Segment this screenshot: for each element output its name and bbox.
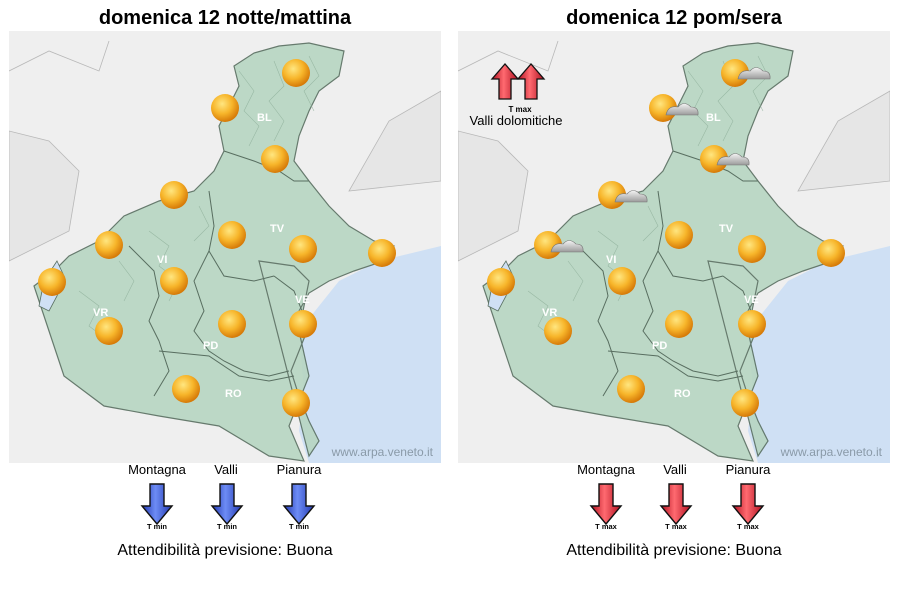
sun-icon: [261, 145, 289, 173]
zone-label-pianura: Pianura: [276, 462, 322, 477]
province-label-vr: VR: [93, 307, 108, 319]
province-label-tv: TV: [719, 223, 734, 235]
sun-icon: [218, 310, 246, 338]
svg-text:T max: T max: [595, 522, 618, 530]
source-credit: www.arpa.veneto.it: [331, 445, 433, 459]
sun-icon: [608, 267, 636, 295]
sun-cloud-icon: [598, 181, 648, 209]
province-label-ve: VE: [744, 294, 759, 306]
sun-cloud-icon: [534, 231, 584, 259]
sun-icon: [731, 389, 759, 417]
down-arrow-icon: T max: [659, 483, 693, 530]
veneto-map: BL TV VI VE VR PD RO T max Valli dolomit…: [458, 31, 890, 463]
province-label-pd: PD: [652, 340, 667, 352]
sun-icon: [282, 59, 310, 87]
sun-icon: [665, 221, 693, 249]
province-label-ro: RO: [674, 388, 691, 400]
down-arrow-icon: T max: [589, 483, 623, 530]
down-arrow-icon: T min: [140, 483, 174, 530]
sun-cloud-icon: [721, 59, 771, 87]
sun-icon: [738, 235, 766, 263]
province-label-vi: VI: [157, 254, 167, 266]
sun-icon: [160, 181, 188, 209]
province-label-bl: BL: [257, 112, 272, 124]
panel-title: domenica 12 pom/sera: [566, 7, 782, 29]
svg-text:T min: T min: [217, 522, 237, 530]
sun-cloud-icon: [649, 94, 699, 122]
province-label-ve: VE: [295, 294, 310, 306]
svg-text:T max: T max: [737, 522, 760, 530]
sun-icon: [817, 239, 845, 267]
down-arrow-icon: T min: [210, 483, 244, 530]
forecast-panel-afternoon: domenica 12 pom/sera BL TV VI VE VR PD R…: [458, 0, 890, 590]
zone-label-montagna: Montagna: [577, 462, 635, 477]
sun-icon: [368, 239, 396, 267]
sun-icon: [95, 231, 123, 259]
sun-icon: [160, 267, 188, 295]
svg-text:T min: T min: [147, 522, 167, 530]
zone-label-pianura: Pianura: [725, 462, 771, 477]
sun-icon: [544, 317, 572, 345]
panel-title: domenica 12 notte/mattina: [98, 7, 352, 29]
down-arrow-icon: T max: [731, 483, 765, 530]
zone-label-valli: Valli: [214, 462, 238, 477]
province-label-vr: VR: [542, 307, 557, 319]
sun-icon: [282, 389, 310, 417]
sun-icon: [211, 94, 239, 122]
annotation-label: Valli dolomitiche: [470, 113, 563, 128]
forecast-reliability: Attendibilità previsione: Buona: [117, 542, 333, 559]
forecast-panel-morning: domenica 12 notte/mattina BL TV VI VE VR…: [9, 0, 441, 590]
sun-cloud-icon: [700, 145, 750, 173]
annotation-arrow-text: T max: [508, 105, 532, 114]
sun-icon: [289, 235, 317, 263]
veneto-map: BL TV VI VE VR PD RO: [9, 31, 441, 463]
province-label-pd: PD: [203, 340, 218, 352]
sun-icon: [665, 310, 693, 338]
down-arrow-icon: T min: [282, 483, 316, 530]
sun-icon: [738, 310, 766, 338]
province-label-bl: BL: [706, 112, 721, 124]
zone-label-valli: Valli: [663, 462, 687, 477]
province-label-tv: TV: [270, 223, 285, 235]
up-arrow-icon: [490, 63, 546, 100]
source-credit: www.arpa.veneto.it: [780, 445, 882, 459]
sun-icon: [95, 317, 123, 345]
sun-icon: [487, 268, 515, 296]
province-label-vi: VI: [606, 254, 616, 266]
sun-icon: [38, 268, 66, 296]
svg-text:T min: T min: [289, 522, 309, 530]
forecast-reliability: Attendibilità previsione: Buona: [566, 542, 782, 559]
province-label-ro: RO: [225, 388, 242, 400]
zone-label-montagna: Montagna: [128, 462, 186, 477]
sun-icon: [289, 310, 317, 338]
svg-text:T max: T max: [665, 522, 688, 530]
sun-icon: [617, 375, 645, 403]
sun-icon: [172, 375, 200, 403]
sun-icon: [218, 221, 246, 249]
